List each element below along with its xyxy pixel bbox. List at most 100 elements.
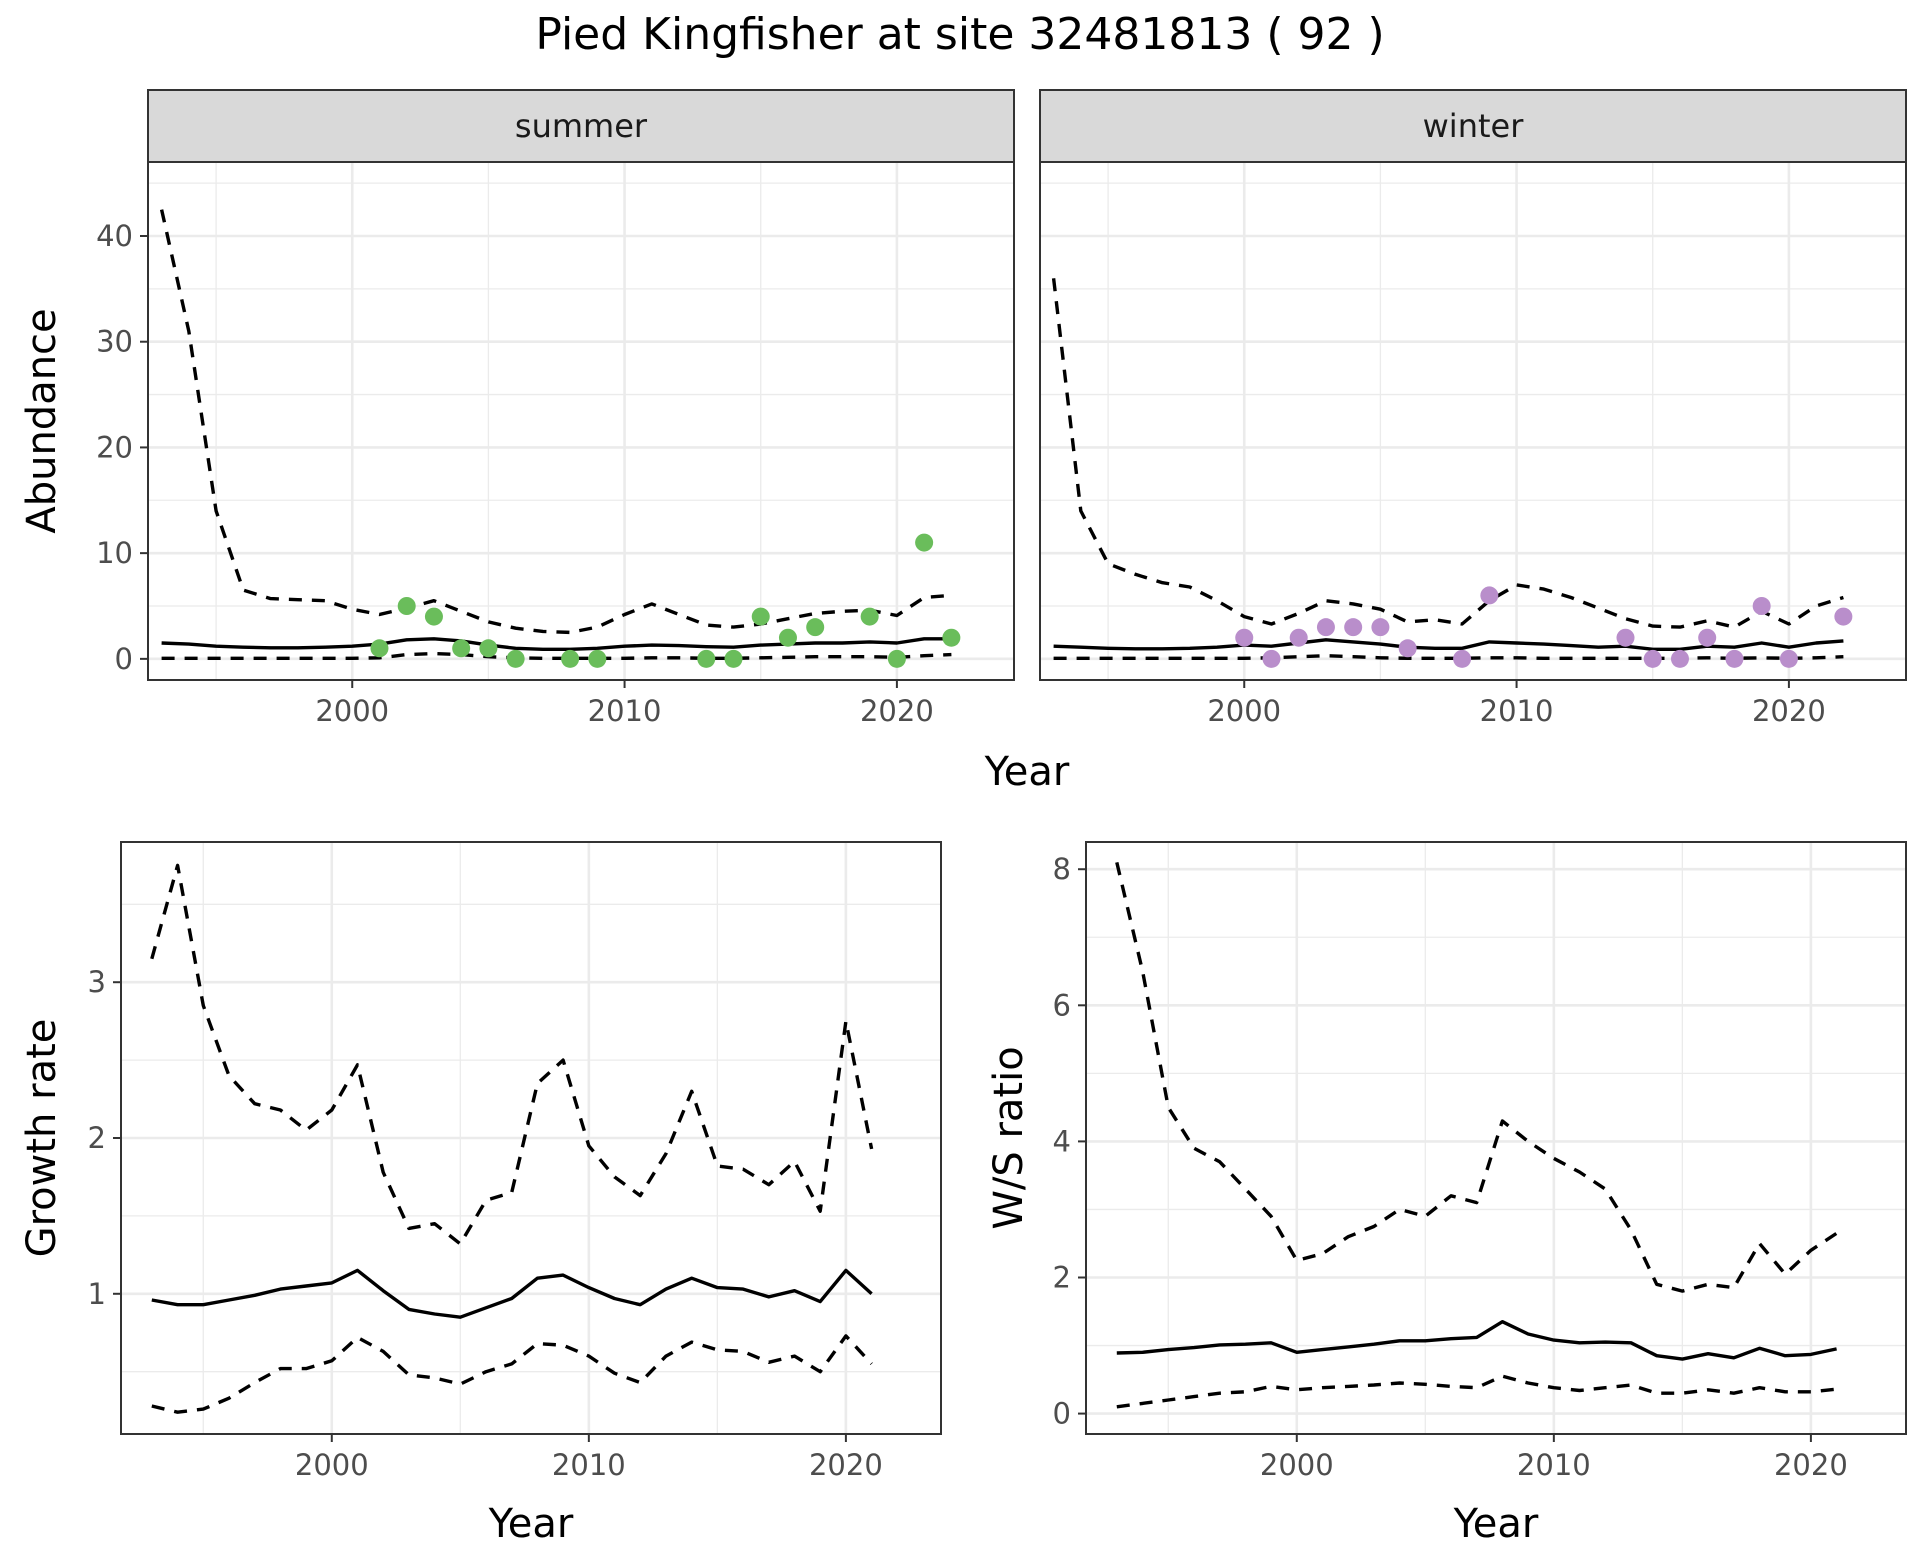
series-lines [1115, 862, 1838, 1409]
y-tick-label: 0 [115, 642, 133, 676]
y-tick-label: 3 [88, 965, 106, 999]
observation-point [1643, 649, 1662, 668]
gridlines [148, 162, 1014, 680]
figure-title: Pied Kingfisher at site 32481813 ( 92 ) [535, 9, 1384, 60]
observation-point [479, 639, 498, 658]
ws-x-axis-title: Year [1453, 1501, 1539, 1547]
lower-bound-line [151, 1334, 873, 1414]
plot-background [1040, 162, 1906, 680]
panel-border [1039, 161, 1907, 681]
estimate-line [161, 637, 952, 651]
series-lines [150, 863, 874, 1414]
y-tick-label: 10 [96, 536, 133, 570]
estimate-line [151, 1268, 873, 1319]
observation-point [778, 628, 797, 647]
gridlines [1086, 842, 1906, 1434]
estimate-line [1116, 1320, 1837, 1361]
observation-point [887, 649, 906, 668]
observation-point [370, 639, 389, 658]
y-tick-label: 40 [96, 219, 133, 253]
observation-point [1289, 628, 1308, 647]
y-tick-label: 4 [1053, 1124, 1071, 1158]
lower-bound-line [1116, 1374, 1837, 1409]
observation-point [1779, 649, 1798, 668]
upper-bound-line [150, 863, 874, 1246]
observation-point [942, 628, 961, 647]
x-axis-ticks: 2000 2010 2020 [1260, 1434, 1848, 1482]
panel-border [1085, 841, 1907, 1435]
x-tick-label: 2010 [552, 1448, 626, 1482]
y-tick-label: 30 [96, 325, 133, 359]
observation-point [588, 649, 607, 668]
upper-bound-line [159, 209, 952, 635]
panel-border [147, 161, 1015, 681]
x-axis-ticks: 2000 2010 2020 [315, 680, 934, 728]
growth-x-axis-title: Year [488, 1501, 574, 1547]
plot-background [148, 162, 1014, 680]
observation-point [860, 607, 879, 626]
observation-point [806, 618, 825, 637]
growth-y-axis-title: Growth rate [19, 1019, 65, 1258]
observation-point [915, 533, 934, 552]
observation-point [1344, 618, 1363, 637]
facet-strip-summer [147, 89, 1015, 163]
observation-point [452, 639, 471, 658]
y-tick-label: 6 [1053, 988, 1071, 1022]
abundance-summer-panel: summer 2000 2010 2020 0 10 20 30 40 [96, 89, 1015, 728]
observation-point [397, 597, 416, 615]
data-points [1235, 586, 1853, 668]
y-tick-label: 0 [1053, 1397, 1071, 1431]
observation-point [1316, 618, 1335, 637]
x-tick-label: 2020 [1774, 1448, 1848, 1482]
observation-point [1725, 649, 1744, 668]
x-axis-ticks: 2000 2010 2020 [1207, 680, 1826, 728]
observation-point [1752, 597, 1771, 615]
observation-point [1371, 618, 1390, 637]
x-tick-label: 2020 [1752, 694, 1826, 728]
x-axis-ticks: 2000 2010 2020 [295, 1434, 883, 1482]
observation-point [1262, 649, 1281, 668]
abundance-winter-panel: winter 2000 2010 2020 [1039, 89, 1907, 728]
observation-point [1616, 628, 1635, 647]
observation-point [1453, 649, 1472, 668]
gridlines [121, 842, 941, 1434]
observation-point [1670, 649, 1689, 668]
lower-bound-line [1053, 654, 1844, 660]
abundance-y-axis-title: Abundance [19, 308, 65, 533]
x-tick-label: 2010 [588, 694, 662, 728]
series-lines [1051, 278, 1844, 660]
estimate-line [1053, 638, 1844, 651]
x-tick-label: 2020 [860, 694, 934, 728]
x-tick-label: 2020 [809, 1448, 883, 1482]
data-points [370, 533, 961, 668]
x-tick-label: 2010 [1480, 694, 1554, 728]
facet-label-winter: winter [1423, 107, 1525, 145]
observation-point [561, 649, 580, 668]
y-tick-label: 1 [88, 1277, 106, 1311]
abundance-x-axis-title: Year [984, 749, 1070, 795]
x-tick-label: 2000 [315, 694, 389, 728]
observation-point [724, 649, 743, 668]
ws-y-axis-title: W/S ratio [986, 1046, 1032, 1229]
y-axis-ticks: 0 2 4 6 8 [1053, 852, 1086, 1431]
y-tick-label: 8 [1053, 852, 1071, 886]
x-tick-label: 2000 [295, 1448, 369, 1482]
observation-point [506, 649, 525, 668]
upper-bound-line [1115, 862, 1838, 1293]
observation-point [1480, 586, 1499, 605]
observation-point [751, 607, 770, 626]
y-tick-label: 2 [1053, 1260, 1071, 1294]
growth-rate-panel: 2000 2010 2020 1 2 3 [88, 841, 942, 1482]
ws-ratio-panel: 2000 2010 2020 0 2 4 6 8 [1053, 841, 1907, 1482]
observation-point [1834, 607, 1853, 626]
x-tick-label: 2000 [1207, 694, 1281, 728]
facet-label-summer: summer [515, 107, 648, 145]
x-tick-label: 2000 [1260, 1448, 1334, 1482]
y-tick-label: 20 [96, 430, 133, 464]
lower-bound-line [161, 651, 952, 660]
x-tick-label: 2010 [1517, 1448, 1591, 1482]
observation-point [1398, 639, 1417, 658]
observation-point [697, 649, 716, 668]
observation-point [1698, 628, 1717, 647]
